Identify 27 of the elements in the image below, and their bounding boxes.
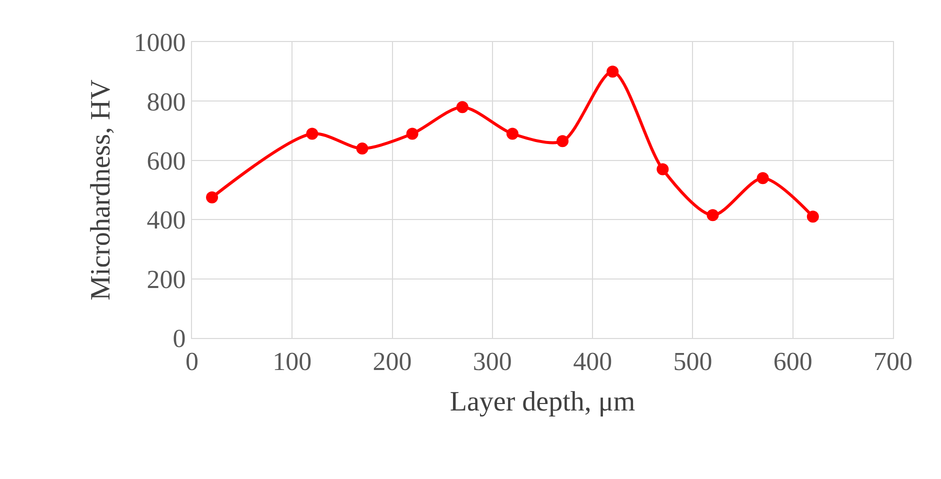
x-tick-label: 700 bbox=[874, 347, 912, 376]
y-axis-title: Microhardness, HV bbox=[86, 80, 116, 300]
point bbox=[356, 142, 368, 155]
x-tick-label: 100 bbox=[272, 347, 312, 376]
x-tick-label: 500 bbox=[673, 347, 712, 376]
point bbox=[406, 128, 418, 140]
y-tick-label: 400 bbox=[146, 206, 186, 235]
point bbox=[206, 191, 218, 204]
x-tick-label: 300 bbox=[472, 347, 512, 376]
x-tick-label: 600 bbox=[773, 347, 812, 376]
point bbox=[706, 209, 719, 222]
point bbox=[506, 128, 518, 140]
point bbox=[806, 210, 819, 223]
y-tick-label: 0 bbox=[172, 324, 186, 354]
y-tick-label: 200 bbox=[146, 264, 186, 294]
y-tick-label: 800 bbox=[146, 87, 186, 116]
x-axis-title: Layer depth, μm bbox=[450, 386, 636, 418]
point bbox=[306, 128, 318, 140]
point bbox=[656, 163, 669, 176]
point bbox=[606, 66, 619, 78]
point bbox=[756, 172, 769, 184]
point bbox=[456, 101, 468, 114]
point bbox=[556, 135, 569, 148]
y-tick-label: 600 bbox=[146, 146, 186, 176]
x-tick-label: 400 bbox=[573, 347, 612, 376]
x-tick-label: 200 bbox=[372, 347, 412, 376]
y-tick-label: 1000 bbox=[134, 28, 186, 58]
